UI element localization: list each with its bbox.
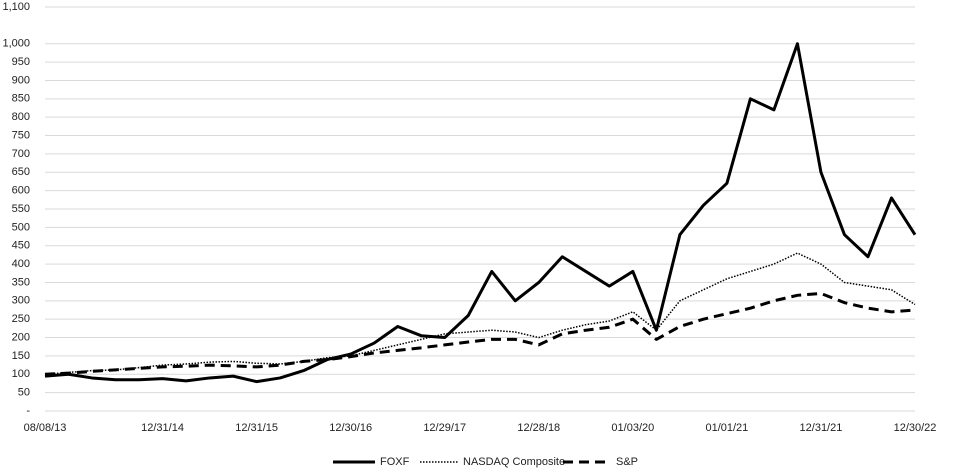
x-tick-label: 12/28/18 [517,422,560,434]
y-tick-label: 50 [18,387,30,399]
x-tick-label: 12/31/21 [800,422,843,434]
y-tick-label: 750 [12,129,30,141]
x-tick-label: 01/01/21 [705,422,748,434]
y-tick-label: 200 [12,331,30,343]
y-tick-label: 1,000 [2,38,30,50]
y-tick-label: 600 [12,185,30,197]
y-tick-label: 650 [12,166,30,178]
y-tick-label: 150 [12,350,30,362]
y-tick-label: 350 [12,276,30,288]
y-tick-label: 300 [12,295,30,307]
x-tick-label: 12/31/14 [141,422,184,434]
y-tick-label: 500 [12,221,30,233]
y-tick-label: 400 [12,258,30,270]
y-tick-label: 800 [12,111,30,123]
series-line [44,291,916,376]
y-tick-label: 850 [12,93,30,105]
y-tick-label: 900 [12,74,30,86]
x-tick-label: 01/03/20 [611,422,654,434]
x-tick-label: 12/30/22 [894,422,937,434]
x-tick-label: 12/31/15 [235,422,278,434]
x-tick-label: 12/30/16 [329,422,372,434]
y-tick-label: 950 [12,56,30,68]
y-tick-label: 1,100 [2,1,30,13]
legend-label: S&P [616,456,638,468]
y-tick-label: 700 [12,148,30,160]
series-line [44,42,917,384]
y-tick-label: 100 [12,368,30,380]
series-line [44,252,916,376]
y-tick-label: 550 [12,203,30,215]
x-tick-label: 12/29/17 [423,422,466,434]
y-tick-label: - [26,405,30,417]
y-tick-label: 250 [12,313,30,325]
y-tick-label: 450 [12,240,30,252]
legend-label: NASDAQ Composite [463,456,565,468]
x-tick-label: 08/08/13 [24,422,67,434]
legend-label: FOXF [380,456,410,468]
